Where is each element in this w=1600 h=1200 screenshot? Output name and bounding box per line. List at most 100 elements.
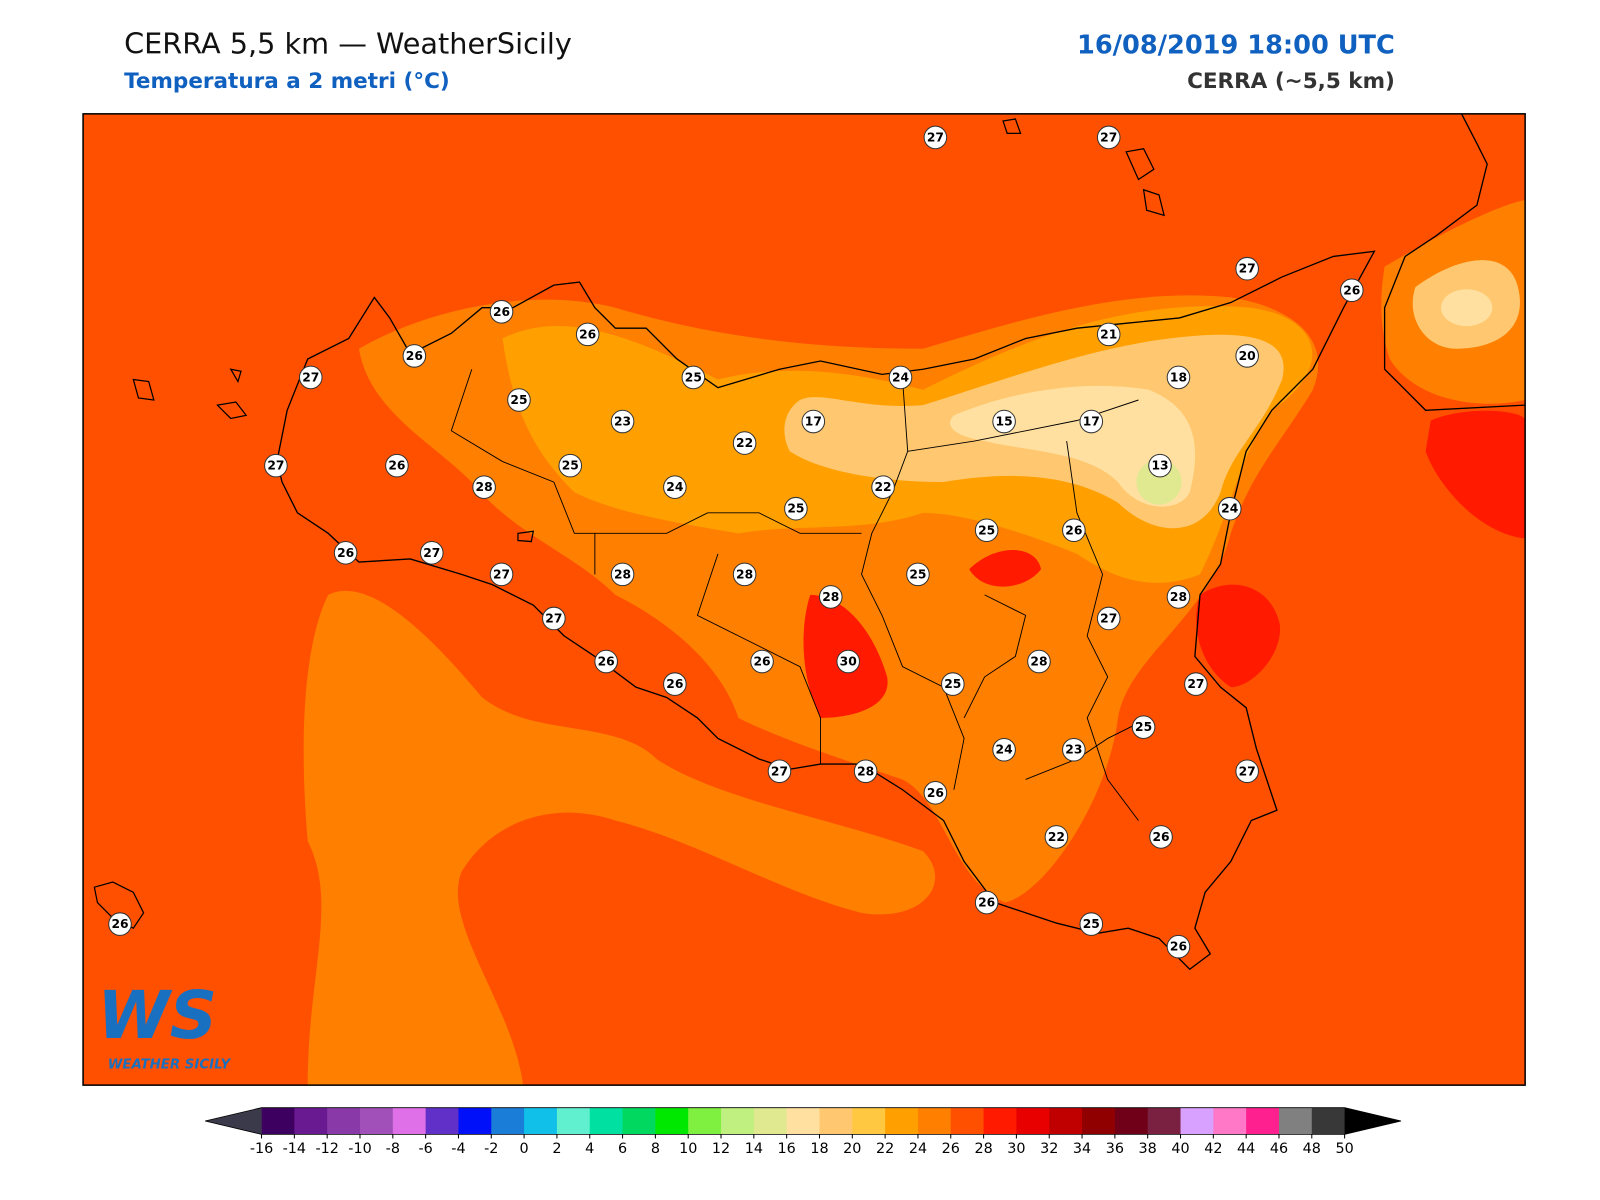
colorbar-segment: [392, 1107, 427, 1135]
station: 26: [402, 344, 427, 368]
colorbar-tick-label: 50: [1335, 1141, 1353, 1157]
station-value: 26: [493, 305, 510, 319]
station-marker: [472, 475, 496, 499]
station-value: 22: [875, 480, 892, 494]
colorbar-tick-label: 26: [942, 1141, 960, 1157]
colorbar-tick-label: 2: [552, 1141, 561, 1157]
station: 30: [836, 649, 860, 674]
colorbar-tick-label: 16: [778, 1141, 796, 1157]
station: 21: [1096, 322, 1121, 347]
station: 27: [923, 125, 948, 150]
station-marker: [1166, 365, 1191, 390]
station-marker: [1096, 606, 1121, 631]
station: 27: [1096, 125, 1121, 150]
colorbar-tick-label: 42: [1204, 1141, 1222, 1157]
station-value: 25: [562, 459, 579, 473]
station-marker: [801, 409, 826, 434]
colorbar-tick-label: 28: [974, 1141, 992, 1157]
station: 18: [1166, 365, 1191, 390]
colorbar-segment: [1278, 1107, 1313, 1135]
station: 13: [1148, 453, 1172, 478]
station-value: 30: [840, 655, 857, 669]
station: 24: [992, 737, 1016, 762]
colorbar-under-arrow: [205, 1107, 262, 1135]
colorbar-tick-label: -10: [348, 1141, 371, 1157]
station-value: 25: [787, 502, 804, 516]
station: 17: [1079, 409, 1104, 434]
station: 25: [1131, 715, 1156, 739]
colorbar-segment: [261, 1107, 295, 1135]
station-marker: [489, 562, 514, 587]
colorbar-tick-label: -4: [451, 1141, 465, 1157]
colorbar-tick-label: 36: [1106, 1141, 1124, 1157]
station-value: 27: [1100, 130, 1117, 144]
station: 25: [941, 672, 965, 696]
station: 25: [681, 365, 706, 390]
colorbar: -16 -14 -12 -10 -8 -6 -4 -2 0 2 4 6 8 10 12 14 16 18 20 22 2…: [205, 1107, 1402, 1157]
model: CERRA (~5,5 km): [1187, 69, 1395, 94]
station-marker: [1217, 496, 1242, 521]
map: WS WEATHER SICILY: [83, 113, 1526, 1086]
station-marker: [1062, 518, 1086, 543]
station-marker: [906, 562, 930, 587]
station-marker: [594, 649, 618, 674]
station-value: 28: [476, 480, 493, 494]
station-value: 27: [1100, 611, 1117, 625]
station: 24: [888, 365, 913, 390]
colorbar-tick-label: -12: [315, 1141, 338, 1157]
station-value: 27: [927, 130, 944, 144]
colorbar-tick-label: 44: [1237, 1141, 1255, 1157]
station-value: 25: [944, 677, 961, 691]
warm-sea-region: [303, 590, 936, 1086]
station-value: 23: [614, 415, 631, 429]
colorbar-tick-label: -14: [283, 1141, 306, 1157]
colorbar-segment: [655, 1107, 689, 1135]
station-marker: [974, 518, 999, 543]
colorbar-segment: [885, 1107, 919, 1135]
station: 24: [663, 475, 687, 499]
calabria-coastline: [1383, 113, 1526, 411]
station-value: 25: [1083, 917, 1100, 931]
station-value: 17: [1083, 415, 1100, 429]
station-marker: [385, 453, 409, 478]
station-value: 24: [666, 480, 683, 494]
station-value: 24: [1221, 502, 1238, 516]
station: 26: [1149, 825, 1173, 849]
station-value: 25: [510, 393, 527, 407]
station-marker: [1148, 453, 1172, 478]
station: 28: [1027, 649, 1051, 674]
station-value: 27: [423, 546, 440, 560]
station-marker: [923, 125, 948, 150]
colorbar-segment: [425, 1107, 459, 1135]
colorbar-segment: [556, 1107, 591, 1135]
station-marker: [663, 672, 687, 696]
colorbar-segment: [1311, 1107, 1346, 1135]
station: 27: [420, 541, 444, 565]
colorbar-segment: [458, 1107, 492, 1135]
colorbar-tick-label: -8: [386, 1141, 400, 1157]
islands: [93, 118, 1165, 929]
station-value: 27: [493, 567, 510, 581]
station: 28: [732, 562, 757, 587]
station-value: 25: [1135, 720, 1152, 734]
station-marker: [542, 606, 566, 631]
station-value: 25: [685, 370, 702, 384]
colorbar-tick-label: 12: [712, 1141, 730, 1157]
station-value: 26: [978, 896, 995, 910]
station-marker: [1166, 585, 1191, 609]
colorbar-segment: [524, 1107, 558, 1135]
colorbar-tick-label: 38: [1139, 1141, 1157, 1157]
station-marker: [992, 409, 1016, 434]
station: 25: [558, 453, 583, 478]
colorbar-tick-label: 10: [679, 1141, 697, 1157]
colorbar-tick-label: 24: [909, 1141, 927, 1157]
colorbar-segment: [1049, 1107, 1083, 1135]
station-marker: [298, 365, 323, 390]
station-marker: [1044, 825, 1069, 849]
station-value: 28: [822, 590, 839, 604]
station-marker: [974, 890, 999, 915]
station: 20: [1235, 344, 1259, 368]
colorbar-segment: [688, 1107, 722, 1135]
colorbar-tick-label: 20: [843, 1141, 861, 1157]
